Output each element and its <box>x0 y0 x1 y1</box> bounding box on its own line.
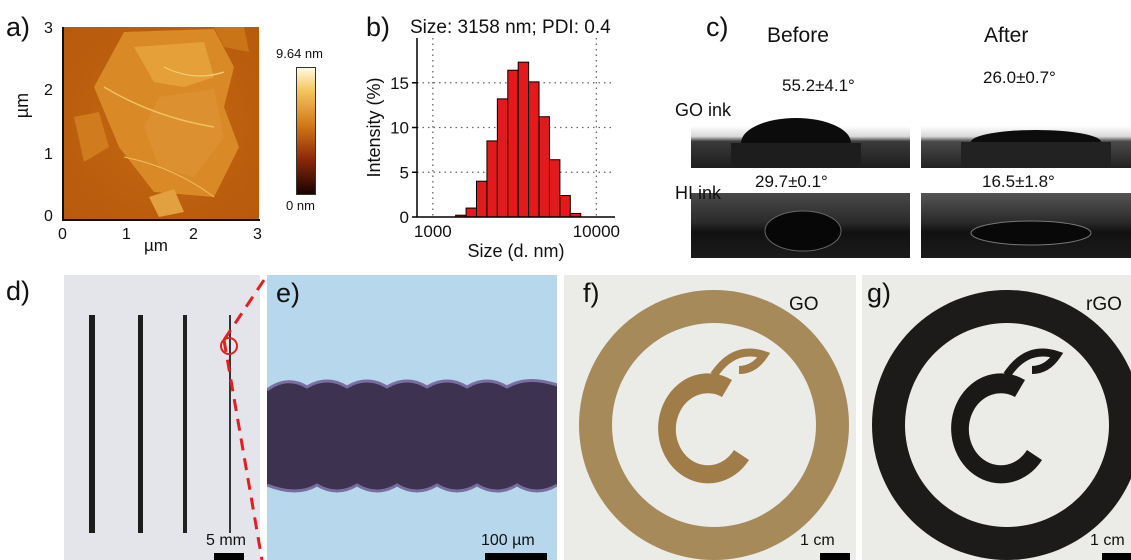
colorbar-min-label: 0 nm <box>286 198 315 213</box>
panel-g-label: g) <box>867 278 892 308</box>
row-hi-label: HI ink <box>675 183 722 203</box>
histogram-bar <box>507 69 519 218</box>
dls-annotation: Size: 3158 nm; PDI: 0.4 <box>410 17 611 38</box>
histogram-bar <box>517 61 530 218</box>
panel-c-label: c) <box>706 12 729 42</box>
angle-go-before: 55.2±4.1° <box>782 76 855 95</box>
scale-bar <box>485 553 547 560</box>
scale-text-g: 1 cm <box>1090 532 1125 549</box>
rgo-logo-photo <box>862 275 1131 560</box>
scale-bar <box>214 553 244 560</box>
col-before-label: Before <box>767 24 829 47</box>
histogram-bar <box>486 140 498 218</box>
scale-bar <box>1102 553 1131 560</box>
scale-bar <box>820 553 850 560</box>
histogram-bar <box>548 159 561 218</box>
printed-line <box>183 315 187 533</box>
printed-lines-photo <box>64 275 260 560</box>
go-logo-photo <box>564 275 856 560</box>
afm-y-axis <box>62 27 64 221</box>
afm-y-tick: 1 <box>44 146 53 163</box>
afm-y-tick: 3 <box>44 20 53 37</box>
printed-line <box>89 315 95 533</box>
histogram-bar <box>559 195 571 218</box>
panel-b-label: b) <box>366 12 391 42</box>
rgo-tag: rGO <box>1086 294 1122 315</box>
y-tick-label: 15 <box>390 74 409 93</box>
micrograph-photo <box>267 275 557 560</box>
afm-x-tick: 3 <box>253 226 262 243</box>
afm-y-label: µm <box>12 92 33 119</box>
afm-colorbar <box>296 67 316 195</box>
go-tag: GO <box>789 294 819 315</box>
panel-a-label: a) <box>6 12 31 42</box>
col-after-label: After <box>984 24 1029 47</box>
y-tick-label: 0 <box>400 208 409 227</box>
afm-x-tick: 2 <box>189 226 198 243</box>
droplet-go-after-photo <box>921 98 1131 168</box>
printed-line <box>229 315 231 533</box>
histogram-bar <box>465 207 477 218</box>
angle-go-after: 26.0±0.7° <box>983 68 1056 87</box>
printed-line <box>138 315 143 533</box>
x-axis-label: Size (d. nm) <box>467 241 564 261</box>
angle-hi-after: 16.5±1.8° <box>982 172 1055 191</box>
afm-y-tick: 0 <box>44 208 53 225</box>
scale-text-e: 100 µm <box>481 532 535 549</box>
afm-y-tick: 2 <box>44 82 53 99</box>
panel-d-label: d) <box>6 276 31 306</box>
x-tick-label: 10000 <box>573 222 620 241</box>
scale-text-f: 1 cm <box>800 532 835 549</box>
zoom-lines <box>222 279 266 560</box>
panel-f-label: f) <box>583 278 600 308</box>
x-tick-label: 1000 <box>414 222 452 241</box>
droplet-hi-before-photo <box>691 193 910 258</box>
histogram-bar <box>496 98 509 218</box>
histogram-bar <box>528 81 540 218</box>
histogram-bar <box>538 116 550 218</box>
row-go-label: GO ink <box>675 100 732 120</box>
afm-image <box>64 27 259 219</box>
droplet-hi-after-photo <box>921 193 1131 258</box>
y-axis-label: Intensity (%) <box>364 77 384 177</box>
afm-x-label: µm <box>144 236 168 255</box>
y-tick-label: 10 <box>390 119 409 138</box>
droplet-go-before-photo <box>691 98 910 168</box>
afm-x-tick: 0 <box>58 226 67 243</box>
afm-x-axis <box>62 219 260 221</box>
afm-x-tick: 1 <box>122 226 131 243</box>
angle-hi-before: 29.7±0.1° <box>755 172 828 191</box>
zoom-circle <box>220 337 238 355</box>
y-tick-label: 5 <box>400 163 409 182</box>
histogram-bar <box>476 180 488 218</box>
dls-chart: 0 5 10 15 1000 10000 Size (d. nm) Intensity (%) <box>364 38 620 261</box>
panel-e-label: e) <box>276 278 301 308</box>
colorbar-max-label: 9.64 nm <box>276 46 323 61</box>
scale-text-d: 5 mm <box>206 532 246 549</box>
